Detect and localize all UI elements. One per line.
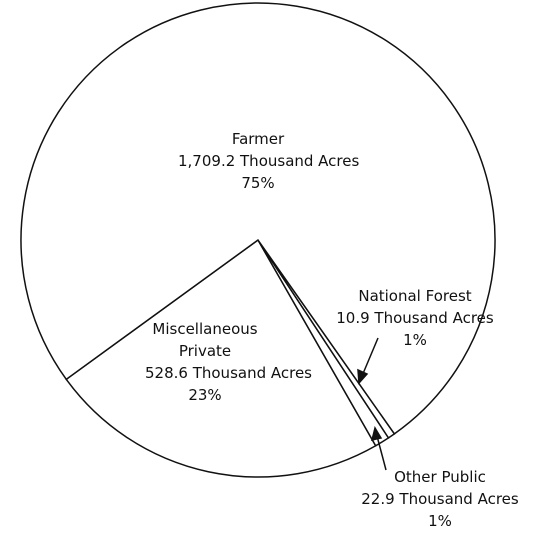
slice-name: National Forest [358,287,472,305]
arrow-line [361,337,379,377]
value-label: 528.6 Thousand Acres [145,364,312,382]
arrow-line [376,435,387,471]
slice-name: Miscellaneous Private [152,320,258,360]
slice-label: National Forest 10.9 Thousand Acres 1% [315,285,515,351]
percent-label: 1% [403,331,427,349]
value-label: 22.9 Thousand Acres [361,490,519,508]
arrow-head [370,426,383,441]
value-label: 1,709.2 Thousand Acres [178,152,360,170]
slice-name: Other Public [394,468,486,486]
pie-slice [65,238,377,478]
percent-label: 23% [188,386,222,404]
value-label: 10.9 Thousand Acres [336,309,494,327]
pie-slice [20,2,496,435]
percent-label: 1% [428,512,452,530]
slice-label: Farmer 1,709.2 Thousand Acres 75% [178,128,360,194]
slice-name: Farmer [231,130,285,148]
arrows [357,337,387,471]
slice-label: Other Public 22.9 Thousand Acres 1% [340,466,540,532]
slice-label: Miscellaneous Private 528.6 Thousand Acre… [145,318,312,406]
arrow-head [357,368,369,385]
percent-label: 75% [241,174,275,192]
